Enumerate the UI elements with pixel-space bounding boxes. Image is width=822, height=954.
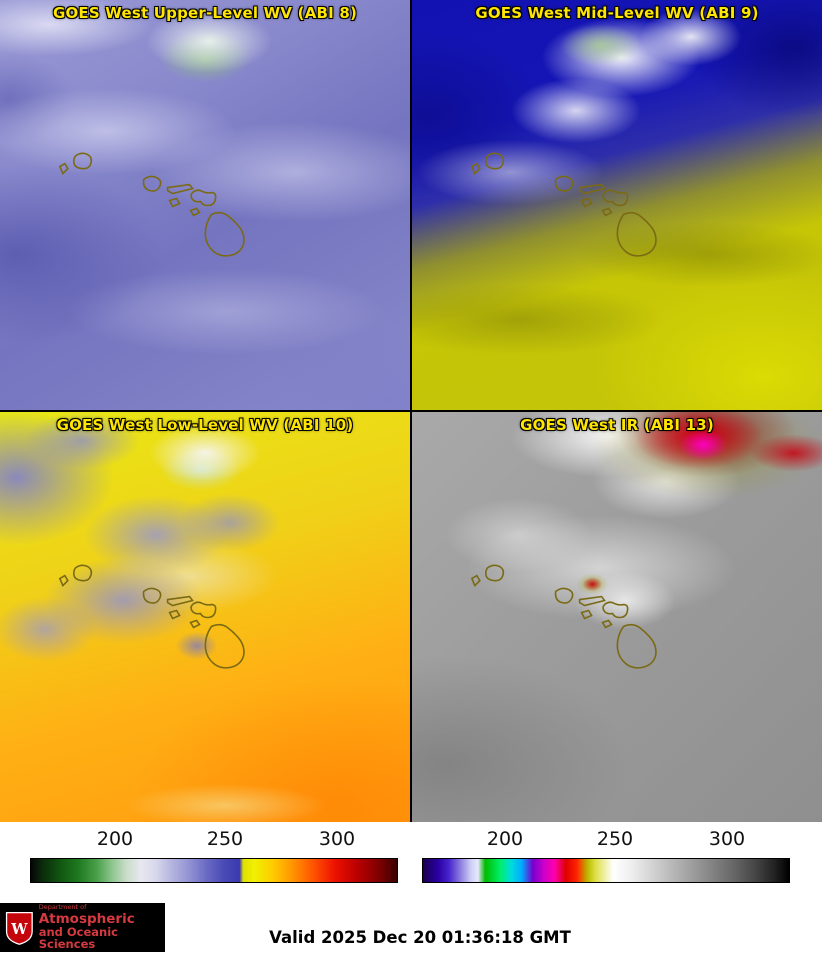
colorbar-section: 200 250 300 200 250 300 [0,822,822,898]
panel-upper-level-wv: GOES West Upper-Level WV (ABI 8) [0,0,410,410]
panel-title-abi10: GOES West Low-Level WV (ABI 10) [56,416,354,434]
panel-title-abi9: GOES West Mid-Level WV (ABI 9) [475,4,759,22]
panel-ir: GOES West IR (ABI 13) [412,412,822,822]
hawaii-islands-overlay [0,412,410,822]
panel-title-abi8: GOES West Upper-Level WV (ABI 8) [52,4,358,22]
panel-low-level-wv: GOES West Low-Level WV (ABI 10) [0,412,410,822]
svg-text:W: W [10,920,28,937]
logo-dept-line: Department of [38,903,87,912]
panel-title-abi13: GOES West IR (ABI 13) [520,416,714,434]
hawaii-islands-overlay [412,0,822,410]
ir-colorbar [422,858,790,883]
ir-tick-250: 250 [596,828,634,850]
hawaii-islands-overlay [0,0,410,410]
uw-crest-icon: W [5,911,33,945]
footer: W Department of Atmospheric and Oceanic … [0,898,822,954]
wv-colorbar [30,858,398,883]
ir-tick-300: 300 [708,828,746,850]
valid-timestamp: Valid 2025 Dec 20 01:36:18 GMT [269,928,571,947]
panel-mid-level-wv: GOES West Mid-Level WV (ABI 9) [412,0,822,410]
ir-colorbar-block: 200 250 300 [422,822,790,898]
hawaii-islands-overlay [412,412,822,822]
wv-colorbar-block: 200 250 300 [30,822,398,898]
wv-tick-250: 250 [206,828,244,850]
logo-line-atmospheric: Atmospheric [38,911,135,928]
wv-tick-200: 200 [96,828,134,850]
logo-text: Department of Atmospheric and Oceanic Sc… [39,904,165,950]
uw-aos-logo: W Department of Atmospheric and Oceanic … [0,903,165,952]
ir-tick-200: 200 [486,828,524,850]
logo-line-oceanic: and Oceanic Sciences [38,925,119,952]
wv-tick-300: 300 [318,828,356,850]
satellite-image-grid: GOES West Upper-Level WV (ABI 8) GOES We… [0,0,822,822]
